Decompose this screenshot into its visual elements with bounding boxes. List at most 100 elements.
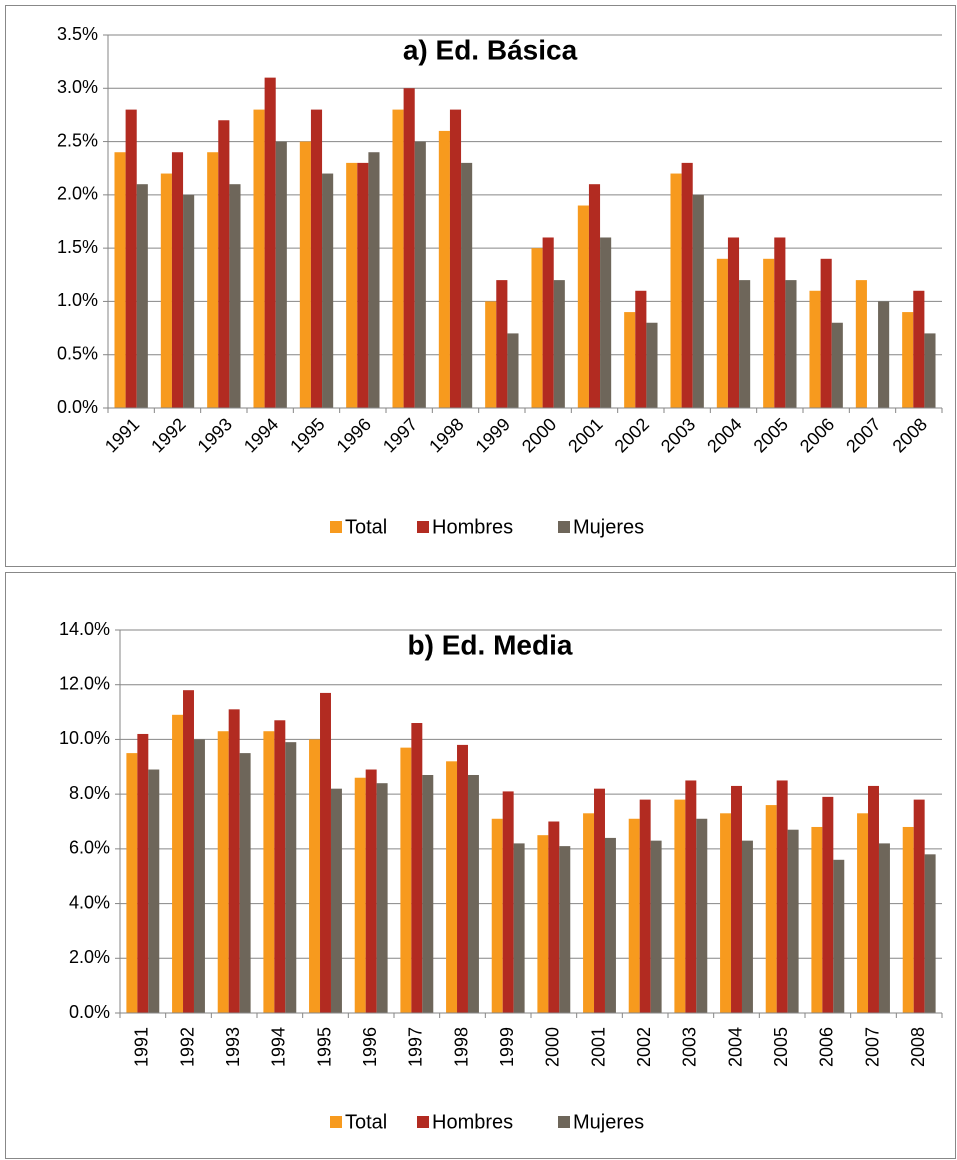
bar bbox=[577, 205, 589, 408]
bar bbox=[809, 290, 821, 408]
y-tick-label: 2.5% bbox=[57, 130, 98, 150]
bar bbox=[692, 194, 704, 408]
bar bbox=[160, 173, 172, 408]
x-tick-label: 2000 bbox=[543, 1027, 563, 1067]
legend-swatch bbox=[330, 1116, 342, 1128]
bar bbox=[600, 237, 612, 408]
bar bbox=[330, 788, 342, 1013]
y-tick-label: 1.5% bbox=[57, 237, 98, 257]
x-tick-label: 1995 bbox=[286, 414, 328, 456]
bar bbox=[171, 152, 184, 408]
chart-frame bbox=[5, 572, 956, 1159]
bar bbox=[346, 162, 358, 408]
bar bbox=[537, 835, 549, 1013]
bar bbox=[438, 130, 450, 408]
x-tick-label: 1996 bbox=[333, 414, 375, 456]
bar bbox=[253, 109, 265, 408]
bar bbox=[218, 120, 230, 408]
x-tick-label: 1992 bbox=[147, 414, 189, 456]
y-tick-label: 4.0% bbox=[69, 892, 110, 912]
bar bbox=[822, 796, 834, 1013]
bar bbox=[400, 747, 412, 1013]
x-tick-label: 2007 bbox=[862, 1027, 882, 1067]
bar bbox=[485, 301, 497, 408]
x-tick-label: 2002 bbox=[634, 1027, 654, 1067]
legend-swatch bbox=[558, 1116, 570, 1128]
bar bbox=[172, 714, 184, 1013]
bar bbox=[491, 818, 503, 1013]
bar bbox=[628, 818, 640, 1013]
bar bbox=[820, 258, 832, 408]
bar bbox=[126, 753, 138, 1013]
bar bbox=[727, 237, 740, 408]
bar bbox=[457, 744, 468, 1013]
bar bbox=[855, 280, 867, 408]
legend-swatch bbox=[330, 521, 342, 533]
bar bbox=[635, 290, 647, 408]
legend-swatch bbox=[417, 1116, 429, 1128]
bar bbox=[650, 840, 662, 1013]
bar bbox=[414, 141, 426, 409]
legend-label: Mujeres bbox=[573, 516, 644, 538]
y-tick-label: 10.0% bbox=[59, 728, 110, 748]
bar bbox=[902, 826, 914, 1013]
y-tick-label: 0.5% bbox=[57, 343, 98, 363]
bar bbox=[902, 312, 914, 408]
bar bbox=[924, 333, 936, 408]
x-tick-label: 1991 bbox=[132, 1027, 152, 1067]
bar bbox=[674, 799, 686, 1013]
bar bbox=[392, 109, 404, 408]
bar bbox=[646, 322, 658, 408]
legend-label: Total bbox=[345, 516, 387, 538]
bar bbox=[320, 692, 331, 1013]
bar bbox=[285, 742, 297, 1013]
x-tick-label: 2006 bbox=[796, 414, 838, 456]
x-tick-label: 2008 bbox=[908, 1027, 928, 1067]
bar bbox=[741, 840, 753, 1013]
bar bbox=[913, 290, 925, 408]
bar bbox=[263, 731, 275, 1013]
bar bbox=[403, 88, 415, 409]
chart-frame bbox=[5, 5, 956, 567]
bar bbox=[274, 720, 286, 1013]
bar bbox=[878, 301, 890, 408]
x-tick-label: 2005 bbox=[750, 414, 792, 456]
bar bbox=[228, 709, 240, 1013]
bar bbox=[787, 829, 799, 1013]
x-tick-label: 1996 bbox=[360, 1027, 380, 1067]
bar bbox=[831, 322, 843, 408]
x-tick-label: 1995 bbox=[314, 1027, 334, 1067]
bar bbox=[207, 152, 219, 408]
legend-swatch bbox=[417, 521, 429, 533]
bar bbox=[354, 777, 366, 1013]
y-tick-label: 1.0% bbox=[57, 290, 98, 310]
bar bbox=[376, 783, 388, 1013]
x-tick-label: 2005 bbox=[771, 1027, 791, 1067]
x-tick-label: 1991 bbox=[101, 414, 143, 456]
x-tick-label: 1993 bbox=[223, 1027, 243, 1067]
bar bbox=[670, 173, 682, 408]
bar bbox=[559, 846, 571, 1013]
legend-label: Hombres bbox=[432, 516, 513, 538]
bar bbox=[785, 280, 797, 408]
bar bbox=[513, 843, 525, 1013]
bar bbox=[125, 109, 137, 408]
x-tick-label: 2003 bbox=[680, 1027, 700, 1067]
bar bbox=[365, 769, 377, 1013]
x-tick-label: 2002 bbox=[611, 414, 653, 456]
x-tick-label: 2006 bbox=[817, 1027, 837, 1067]
bar bbox=[148, 769, 160, 1013]
bar bbox=[368, 152, 380, 408]
y-tick-label: 8.0% bbox=[69, 783, 110, 803]
x-tick-label: 1994 bbox=[269, 1027, 289, 1067]
legend-label: Mujeres bbox=[573, 1111, 644, 1133]
x-tick-label: 1999 bbox=[497, 1027, 517, 1067]
bar bbox=[183, 690, 194, 1013]
y-tick-label: 14.0% bbox=[59, 619, 110, 639]
legend-swatch bbox=[558, 521, 570, 533]
y-tick-label: 3.5% bbox=[57, 24, 98, 44]
bar bbox=[776, 780, 788, 1013]
bar bbox=[299, 141, 311, 409]
